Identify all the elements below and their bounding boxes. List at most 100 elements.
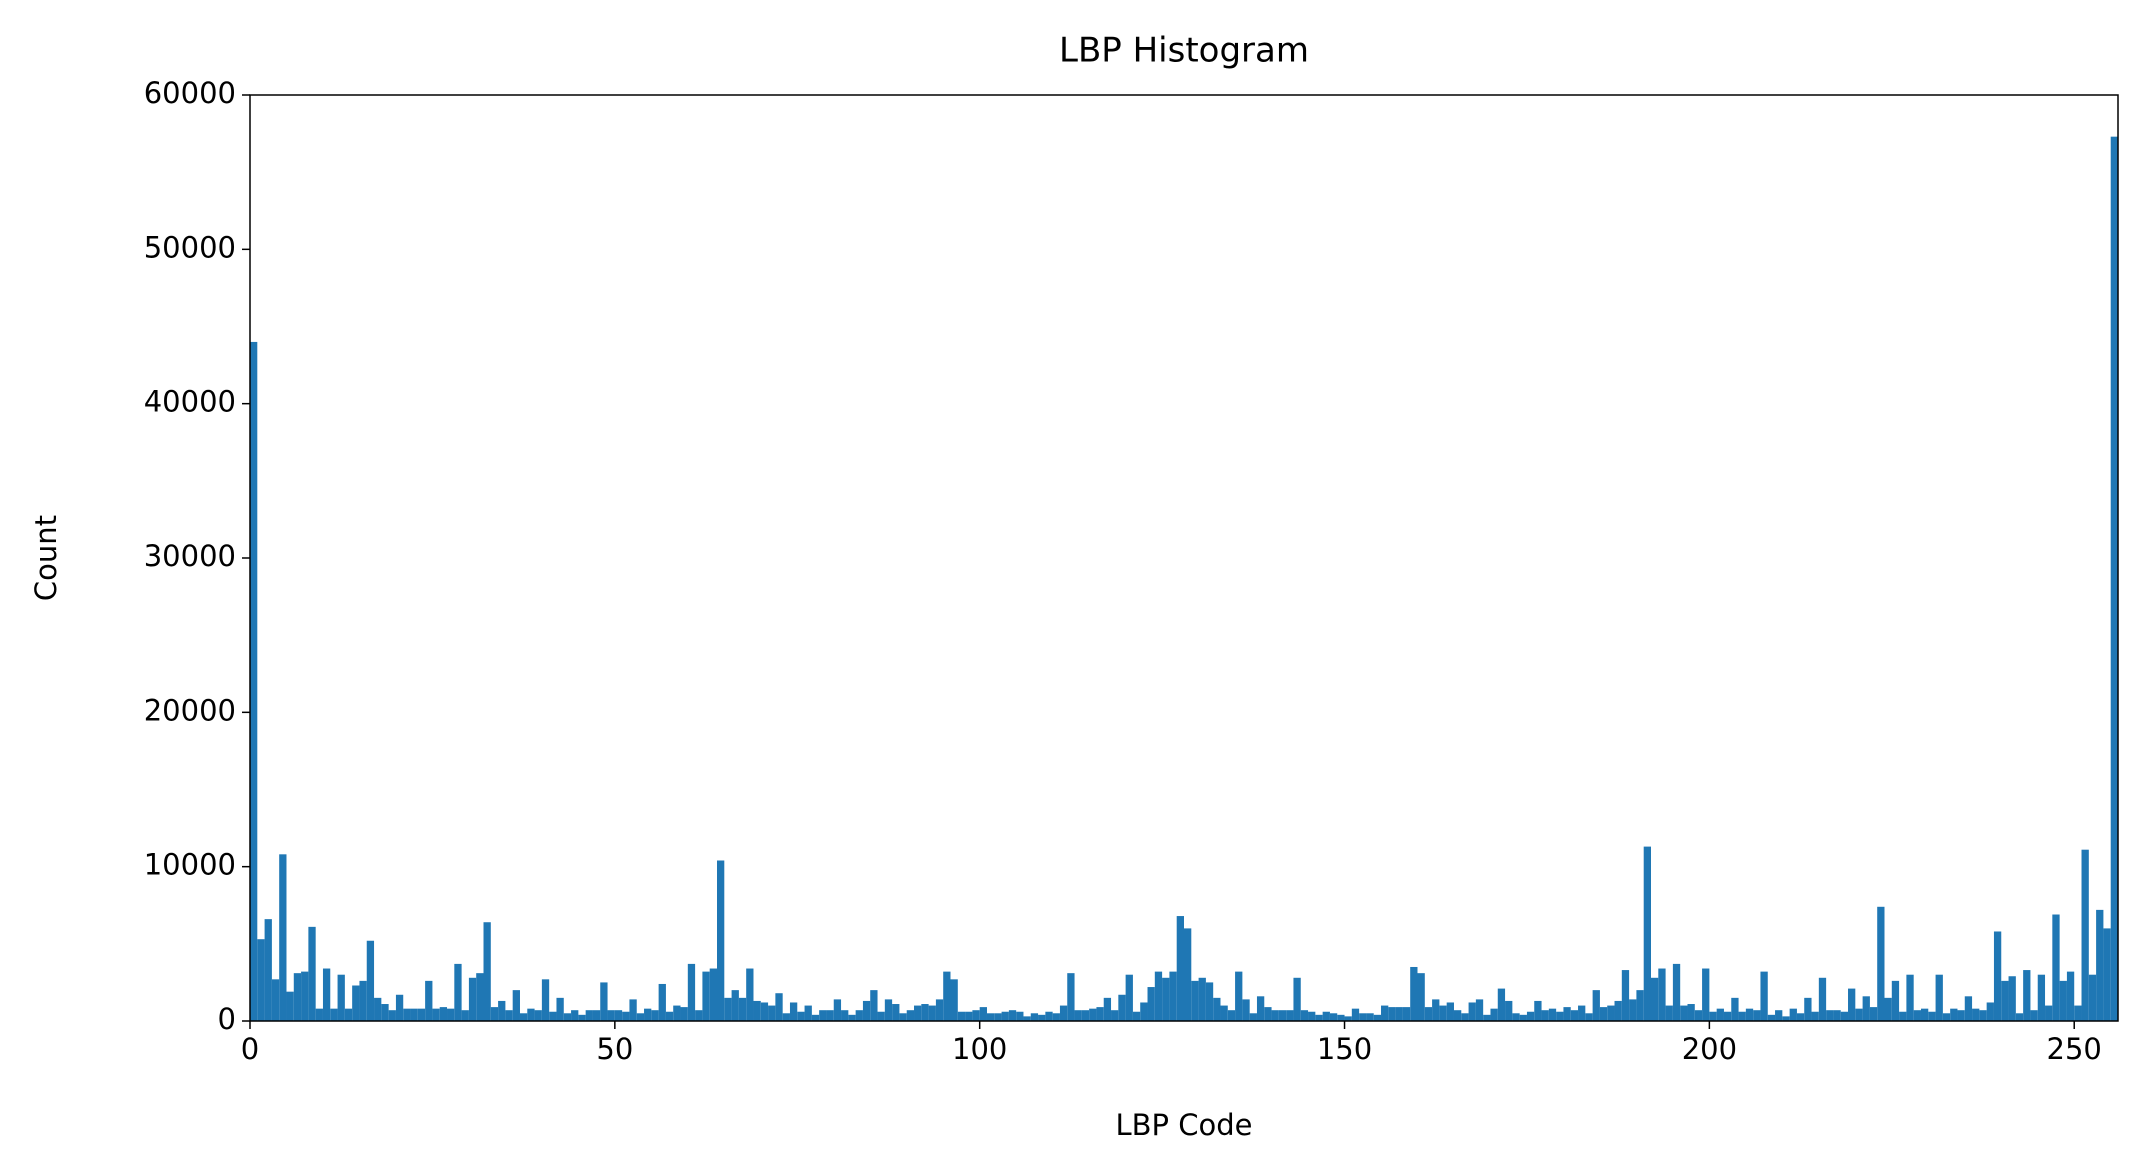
bar xyxy=(1461,1013,1469,1021)
bar xyxy=(1629,999,1637,1021)
bar xyxy=(1716,1008,1724,1021)
bar xyxy=(1205,982,1214,1021)
bar xyxy=(972,1010,980,1021)
x-axis-label: LBP Code xyxy=(1116,1108,1253,1142)
bar xyxy=(1840,1011,1849,1021)
bar xyxy=(1388,1007,1396,1021)
bar xyxy=(1176,916,1184,1021)
bar xyxy=(293,973,302,1021)
bar xyxy=(571,1010,579,1021)
bar xyxy=(1993,931,2002,1021)
bar xyxy=(1162,977,1170,1021)
bar xyxy=(746,968,754,1021)
bar xyxy=(512,990,520,1021)
bar xyxy=(498,1000,506,1021)
bar xyxy=(2088,974,2097,1021)
bar xyxy=(1702,968,1710,1021)
bar xyxy=(1848,988,1856,1021)
bar xyxy=(1614,1000,1622,1021)
bar xyxy=(1935,974,1943,1021)
y-tick-label: 30000 xyxy=(144,539,236,573)
bar xyxy=(308,926,316,1021)
bar xyxy=(1118,994,1126,1021)
bar xyxy=(1599,1007,1608,1021)
bar xyxy=(892,1004,900,1021)
bar xyxy=(1329,1013,1338,1021)
bar xyxy=(1548,1008,1557,1021)
bar xyxy=(979,1007,987,1021)
bar xyxy=(1782,1016,1790,1021)
bar xyxy=(884,999,893,1021)
bar xyxy=(2110,136,2118,1022)
bar xyxy=(862,1000,871,1021)
bar xyxy=(1767,1014,1776,1021)
bar xyxy=(410,1008,418,1021)
bar xyxy=(1497,988,1506,1021)
bar xyxy=(374,997,382,1021)
bar xyxy=(1490,1008,1498,1021)
bar xyxy=(965,1011,973,1021)
bar xyxy=(1556,1011,1564,1021)
bar xyxy=(622,1011,630,1021)
bar xyxy=(1753,1010,1761,1021)
bar xyxy=(1096,1007,1104,1021)
bar xyxy=(1526,1011,1535,1021)
x-tick-label: 0 xyxy=(241,1032,259,1066)
bar xyxy=(651,1010,659,1021)
bar xyxy=(1395,1007,1403,1021)
bar xyxy=(1913,1010,1921,1021)
bar xyxy=(381,1004,389,1021)
bar xyxy=(2052,914,2060,1021)
bar xyxy=(1074,1010,1082,1021)
bar xyxy=(899,1013,907,1021)
bar xyxy=(1359,1013,1367,1021)
bar xyxy=(2008,976,2016,1021)
bar xyxy=(1811,1011,1819,1021)
bar xyxy=(527,1008,535,1021)
bar xyxy=(1964,996,1973,1021)
bar xyxy=(1089,1008,1097,1021)
bar xyxy=(1300,1010,1309,1021)
bar xyxy=(447,1008,455,1021)
bar xyxy=(1111,1010,1119,1021)
bar xyxy=(425,980,433,1021)
bar xyxy=(644,1008,652,1021)
bar xyxy=(1213,997,1221,1021)
bar xyxy=(1680,1005,1688,1021)
bar xyxy=(826,1010,834,1021)
bar xyxy=(1563,1007,1571,1021)
bar xyxy=(717,860,725,1021)
bar xyxy=(1585,1013,1593,1021)
bar xyxy=(1468,1002,1476,1021)
bar xyxy=(1709,1011,1717,1021)
bar xyxy=(403,1008,411,1021)
y-tick-label: 0 xyxy=(218,1002,236,1036)
bar xyxy=(731,990,739,1021)
bar xyxy=(1723,1011,1732,1021)
bar xyxy=(454,963,462,1021)
bar xyxy=(2074,1005,2082,1021)
bar xyxy=(1745,1008,1754,1021)
bar xyxy=(366,940,375,1021)
bar xyxy=(1592,990,1600,1021)
bar xyxy=(279,854,287,1021)
bar xyxy=(1855,1008,1863,1021)
bar xyxy=(2030,1010,2038,1021)
bar xyxy=(1373,1014,1382,1021)
y-tick-label: 10000 xyxy=(144,848,236,882)
bar xyxy=(1184,928,1192,1021)
bar xyxy=(789,1002,798,1021)
bar xyxy=(2001,980,2009,1021)
bar xyxy=(352,985,360,1021)
bar xyxy=(315,1008,323,1021)
bar xyxy=(490,1007,499,1021)
bar xyxy=(286,991,294,1021)
bar xyxy=(1030,1013,1039,1021)
bar xyxy=(1986,1002,1994,1021)
bar xyxy=(1293,977,1301,1021)
bar xyxy=(1891,980,1900,1021)
bar xyxy=(1286,1010,1294,1021)
bar xyxy=(257,939,265,1021)
bar xyxy=(1256,996,1265,1021)
bar xyxy=(1235,971,1243,1021)
